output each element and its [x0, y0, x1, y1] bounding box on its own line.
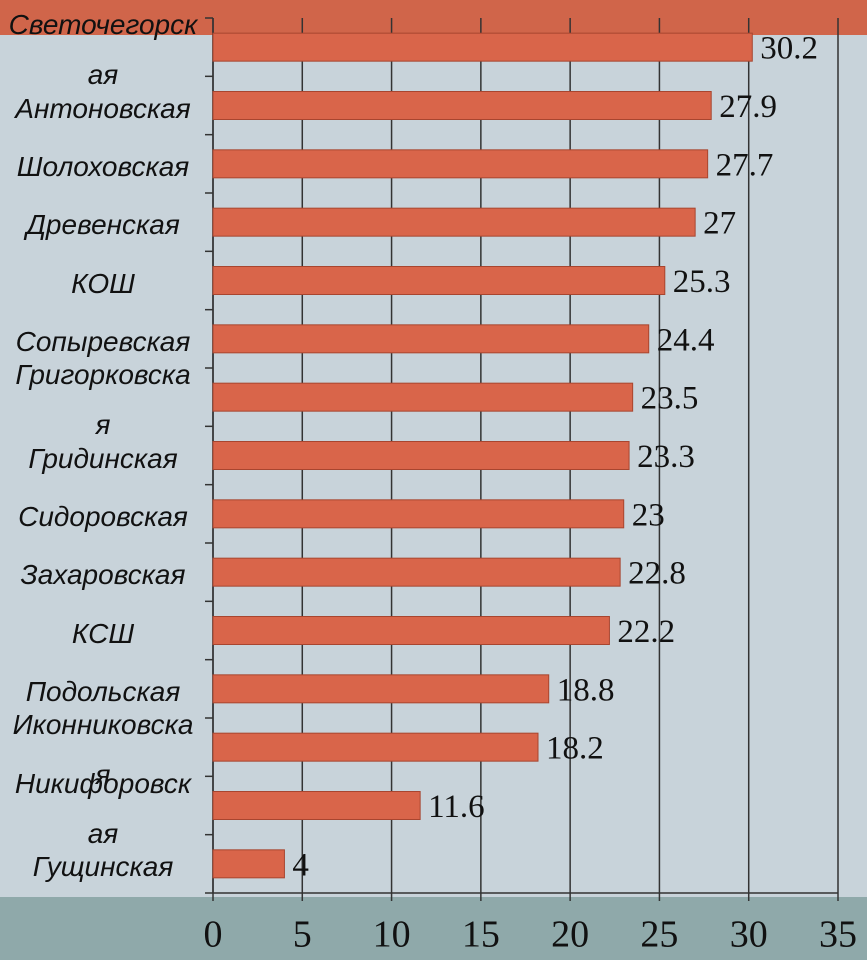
y-tick-label: Григорковская [15, 359, 191, 441]
x-tick-label: 25 [640, 914, 678, 956]
bar [212, 91, 712, 120]
data-label: 11.6 [428, 789, 485, 825]
bar [212, 791, 421, 820]
y-tick-label: Иконниковская [12, 709, 194, 791]
y-tick-label: КСШ [71, 617, 135, 649]
bar [212, 674, 550, 704]
x-tick-label: 15 [462, 914, 500, 956]
y-tick-label: Захаровская [20, 559, 186, 591]
data-label: 27.7 [716, 147, 774, 183]
data-label: 18.2 [546, 731, 604, 767]
data-label: 27.9 [719, 89, 777, 125]
data-label: 30.2 [760, 31, 818, 67]
x-tick-label: 0 [204, 914, 223, 956]
y-tick-label: Никифоровская [14, 767, 192, 849]
data-label: 23 [632, 497, 665, 533]
bar [212, 324, 650, 354]
y-tick-label: Сидоровская [18, 500, 188, 532]
data-label: 22.2 [617, 614, 675, 650]
bar [212, 732, 539, 762]
header-band [0, 0, 867, 35]
y-tick-label: Гущинская [32, 850, 174, 882]
data-label: 22.8 [628, 556, 686, 592]
data-label: 23.3 [637, 439, 695, 475]
footer-band [0, 897, 867, 960]
data-label: 25.3 [673, 264, 731, 300]
data-label: 4 [292, 847, 309, 883]
x-tick-label: 20 [551, 914, 589, 956]
bar [212, 557, 621, 587]
y-tick-label: Гридинская [28, 442, 178, 474]
bar [212, 32, 753, 62]
x-tick-label: 30 [730, 914, 768, 956]
data-label: 23.5 [641, 381, 699, 417]
y-tick-label: КОШ [71, 267, 135, 299]
data-label: 24.4 [657, 322, 715, 358]
x-tick-label: 10 [373, 914, 411, 956]
bar [212, 266, 666, 295]
y-tick-label: Древенская [26, 209, 180, 241]
y-tick-label: Шолоховская [16, 150, 190, 182]
data-label: 27 [703, 206, 736, 242]
x-tick-label: 5 [293, 914, 312, 956]
bar [212, 441, 630, 470]
data-label: 18.8 [557, 672, 615, 708]
x-tick-label: 35 [819, 914, 857, 956]
y-tick-label: Сопыревская [15, 325, 191, 357]
bar [212, 499, 625, 529]
bar [212, 149, 709, 179]
bar [212, 616, 610, 645]
bar [212, 849, 285, 879]
y-tick-label: Антоновская [15, 92, 191, 124]
bar [212, 382, 634, 412]
y-tick-label: Светочегорская [8, 9, 198, 91]
bar [212, 207, 696, 237]
y-tick-label: Подольская [25, 675, 181, 707]
